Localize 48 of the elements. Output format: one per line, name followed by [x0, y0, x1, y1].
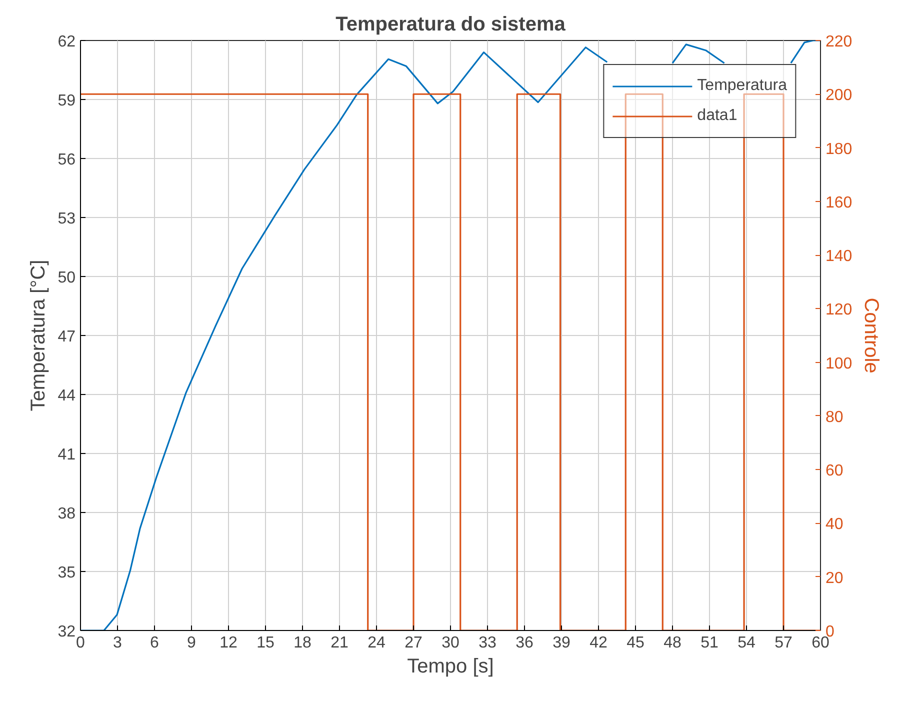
- x-tick-label: 15: [256, 634, 274, 652]
- y2-tick-label: 140: [826, 248, 852, 266]
- x-tick-label: 33: [478, 634, 496, 652]
- x-tick-label: 3: [113, 634, 122, 652]
- y2-axis-title: Controle: [860, 298, 882, 374]
- y2-tick-label: 160: [826, 194, 852, 212]
- y-tick-label: 38: [58, 506, 76, 522]
- x-tick-label: 27: [404, 634, 422, 652]
- y-tick-label: 32: [58, 624, 76, 640]
- y2-tick-label: 200: [826, 87, 852, 104]
- x-tick-label: 24: [368, 634, 386, 652]
- x-tick-label: 42: [590, 634, 608, 652]
- y-tick-label: 35: [58, 564, 76, 582]
- legend-label: Temperatura: [697, 76, 787, 96]
- chart-title: Temperatura do sistema: [336, 14, 566, 36]
- x-tick-label: 12: [220, 634, 238, 652]
- x-tick-label: 21: [330, 634, 348, 652]
- y2-tick-label: 120: [826, 302, 852, 319]
- y2-tick-label: 20: [826, 570, 844, 587]
- x-tick-label: 45: [626, 634, 644, 652]
- x-tick-label: 30: [442, 634, 460, 652]
- y-tick-label: 47: [58, 328, 76, 346]
- y-axis-title: Temperatura [°C]: [28, 260, 50, 412]
- y2-tick-label: 60: [826, 462, 844, 480]
- x-tick-label: 18: [294, 634, 312, 652]
- y-tick-label: 50: [58, 270, 76, 286]
- y2-tick-label: 180: [826, 140, 852, 158]
- x-tick-label: 57: [774, 634, 792, 652]
- y-tick-label: 56: [58, 152, 76, 168]
- legend-label: data1: [697, 106, 738, 126]
- x-tick-label: 0: [76, 634, 86, 652]
- y-tick-label: 53: [58, 210, 76, 228]
- x-tick-label: 39: [552, 634, 570, 652]
- x-tick-label: 54: [738, 634, 756, 652]
- y2-tick-label: 40: [826, 516, 844, 534]
- x-tick-label: 36: [516, 634, 534, 652]
- y-tick-label: 41: [58, 446, 76, 464]
- y2-tick-label: 220: [826, 34, 852, 50]
- x-tick-label: 9: [187, 634, 196, 652]
- y2-tick-label: 80: [826, 408, 844, 426]
- x-tick-label: 48: [664, 634, 682, 652]
- x-axis-title: Tempo [s]: [407, 656, 494, 678]
- y2-tick-label: 100: [826, 355, 852, 372]
- x-tick-label: 6: [150, 634, 160, 652]
- y-tick-label: 62: [58, 34, 76, 50]
- x-tick-label: 51: [700, 634, 718, 652]
- y-tick-label: 44: [58, 388, 76, 404]
- y-tick-label: 59: [58, 92, 76, 110]
